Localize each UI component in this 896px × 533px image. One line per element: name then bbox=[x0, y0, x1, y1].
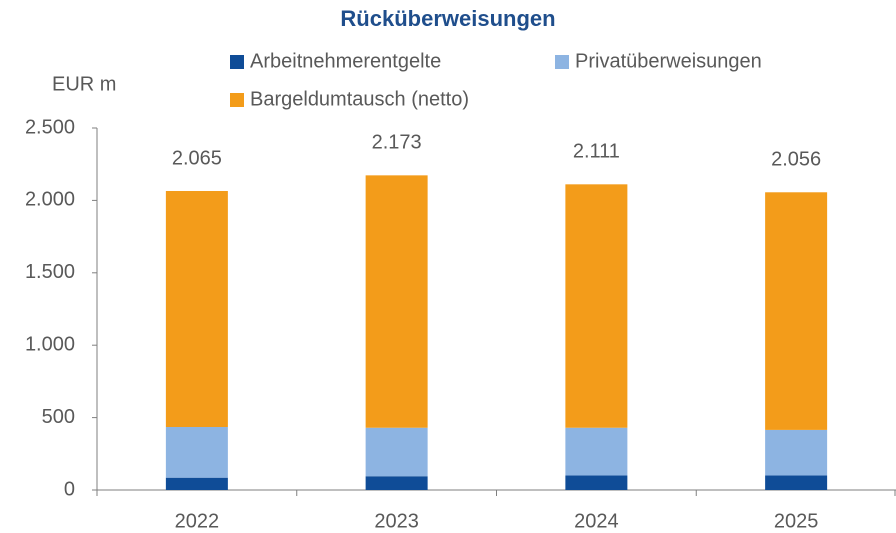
legend-label: Bargeldumtausch (netto) bbox=[250, 88, 469, 110]
bar-segment bbox=[365, 427, 428, 477]
bar-segment bbox=[365, 476, 428, 490]
x-tick-label: 2024 bbox=[574, 510, 619, 532]
y-tick-label: 1.000 bbox=[25, 333, 75, 355]
bar-segment bbox=[165, 190, 228, 428]
bar-segment bbox=[765, 192, 828, 430]
x-tick-label: 2025 bbox=[774, 510, 819, 532]
x-tick-label: 2023 bbox=[374, 510, 419, 532]
total-label: 2.065 bbox=[172, 147, 222, 169]
y-tick-label: 2.000 bbox=[25, 189, 75, 211]
bar-segment bbox=[565, 475, 628, 490]
y-axis-label: EUR m bbox=[52, 73, 116, 95]
total-label: 2.056 bbox=[771, 149, 821, 171]
legend-swatch bbox=[555, 55, 569, 69]
bar-segment bbox=[565, 427, 628, 476]
y-tick-label: 0 bbox=[64, 478, 75, 500]
bar-segment bbox=[165, 477, 228, 490]
legend-swatch bbox=[230, 55, 244, 69]
x-tick-label: 2022 bbox=[175, 510, 220, 532]
legend-swatch bbox=[230, 93, 244, 107]
legend-label: Arbeitnehmerentgelte bbox=[250, 50, 441, 72]
total-label: 2.173 bbox=[372, 132, 422, 154]
y-tick-label: 500 bbox=[42, 406, 75, 428]
bar-segment bbox=[765, 429, 828, 476]
bar-segment bbox=[765, 475, 828, 490]
bar-segment bbox=[565, 184, 628, 428]
bar-segment bbox=[165, 427, 228, 478]
total-label: 2.111 bbox=[573, 141, 620, 163]
bar-segment bbox=[365, 175, 428, 428]
y-tick-label: 2.500 bbox=[25, 116, 75, 138]
legend-label: Privatüberweisungen bbox=[575, 50, 762, 72]
chart-title: Rückü­berweisungen bbox=[340, 6, 555, 31]
y-tick-label: 1.500 bbox=[25, 261, 75, 283]
